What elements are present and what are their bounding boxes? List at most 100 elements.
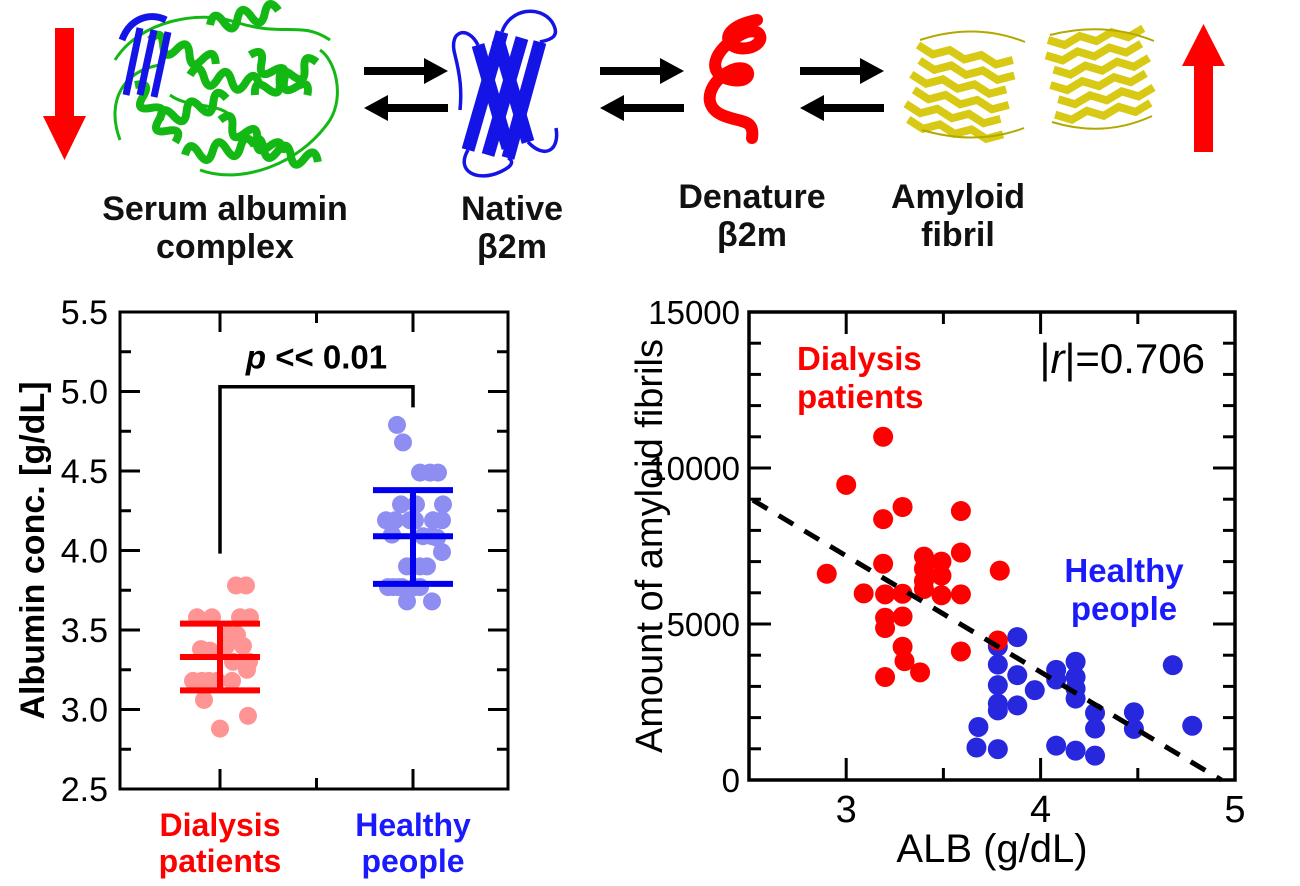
- data-point: [398, 592, 416, 611]
- data-point: [394, 433, 412, 452]
- healthy-people-label: Healthy: [1064, 552, 1184, 589]
- data-point: [913, 579, 934, 600]
- data-point: [234, 636, 252, 655]
- amyloid-fibril-graphic: [902, 28, 1156, 142]
- y-axis-title: Albumin conc. [g/dL]: [14, 381, 52, 719]
- data-point: [433, 543, 451, 562]
- data-point: [1007, 665, 1028, 686]
- stage-label-amyloid-line2: fibril: [921, 216, 995, 254]
- data-point: [894, 651, 915, 672]
- data-point: [816, 563, 837, 584]
- significance-bracket: [218, 384, 415, 554]
- data-point: [966, 737, 987, 758]
- y-tick-label: 5.0: [61, 374, 108, 412]
- data-point: [875, 584, 896, 605]
- data-point: [875, 667, 896, 688]
- data-point: [423, 592, 441, 611]
- x-tick-label: 4: [1030, 789, 1051, 831]
- data-point: [836, 474, 857, 495]
- x-tick-label: 3: [836, 789, 857, 831]
- data-point: [392, 495, 410, 514]
- pathway-diagram: Serum albumin complex Native β2m Denatur…: [43, 0, 1225, 266]
- denature-b2m-graphic: [703, 14, 767, 144]
- data-point: [1007, 627, 1028, 648]
- data-point: [1065, 651, 1086, 672]
- red-down-arrow-icon: [43, 28, 86, 160]
- dialysis-patients-label: Dialysis: [797, 340, 922, 377]
- category-label: patients: [159, 843, 282, 879]
- stage-label-denature-line1: Denature: [678, 178, 825, 216]
- correlation-label: |r|=0.706: [1040, 335, 1205, 382]
- data-point: [238, 660, 256, 679]
- data-point: [1123, 702, 1144, 723]
- y-tick-label: 4.0: [61, 533, 108, 571]
- data-point: [910, 662, 931, 683]
- native-b2m-graphic: [451, 9, 559, 178]
- data-point: [931, 585, 952, 606]
- x-axis-title: ALB (g/dL): [896, 827, 1087, 871]
- data-point: [1182, 715, 1203, 736]
- plot-frame: [747, 310, 1237, 782]
- data-point: [987, 700, 1008, 721]
- equilibrium-arrows-icon: [364, 58, 448, 121]
- amyloid-vs-alb-scatter-chart: 3 4 5 0 5000 10000 15000 ALB (g/dL) Amount of am…: [629, 294, 1246, 871]
- category-label: Dialysis: [160, 807, 281, 843]
- data-point: [968, 716, 989, 737]
- data-point: [1123, 718, 1144, 739]
- y-tick-label: 3.5: [61, 612, 108, 650]
- data-point: [1065, 740, 1086, 761]
- data-point: [1046, 669, 1067, 690]
- data-point: [950, 584, 971, 605]
- data-point: [1085, 718, 1106, 739]
- y-tick-label: 0: [722, 762, 740, 799]
- p-value-label: p << 0.01: [245, 339, 387, 376]
- data-point: [429, 463, 447, 482]
- y-tick-label: 15000: [648, 294, 740, 331]
- data-point: [386, 511, 404, 530]
- category-label: Healthy: [355, 807, 471, 843]
- data-point: [950, 641, 971, 662]
- data-point: [987, 654, 1008, 675]
- data-point: [873, 553, 894, 574]
- data-point: [1024, 680, 1045, 701]
- data-point: [211, 719, 229, 738]
- y-tick-label: 2.5: [61, 771, 108, 809]
- trend-line: [751, 497, 1223, 783]
- y-tick-label: 4.5: [61, 453, 108, 491]
- data-point: [237, 576, 255, 595]
- data-point: [892, 583, 913, 604]
- category-label: people: [361, 843, 464, 879]
- data-point: [853, 583, 874, 604]
- healthy-people-label: people: [1071, 590, 1177, 627]
- stage-label-serum-albumin-line1: Serum albumin: [102, 190, 348, 228]
- data-point: [892, 606, 913, 627]
- data-point: [987, 675, 1008, 696]
- data-point: [434, 495, 452, 514]
- data-point: [950, 542, 971, 563]
- albumin-concentration-chart: 2.5 3.0 3.5 4.0 4.5 5.0 5.5 Albumin conc. [g/dL…: [14, 294, 510, 879]
- stage-label-native-line1: Native: [461, 190, 563, 228]
- equilibrium-arrows-icon: [600, 58, 684, 121]
- data-point: [1162, 655, 1183, 676]
- data-point: [950, 501, 971, 522]
- data-point: [1007, 695, 1028, 716]
- x-tick-label: 5: [1224, 789, 1245, 831]
- y-tick-label: 3.0: [61, 692, 108, 730]
- data-point: [239, 706, 257, 725]
- data-point: [388, 415, 406, 434]
- data-point: [989, 560, 1010, 581]
- stage-label-amyloid-line1: Amyloid: [891, 178, 1025, 216]
- data-point: [873, 426, 894, 447]
- equilibrium-arrows-icon: [800, 58, 884, 121]
- data-point: [195, 690, 213, 709]
- data-point: [1085, 745, 1106, 766]
- data-point: [875, 618, 896, 639]
- data-point: [223, 671, 241, 690]
- y-tick-label: 10000: [648, 450, 740, 487]
- data-point: [1065, 688, 1086, 709]
- y-tick-label: 5000: [667, 606, 740, 643]
- data-point: [931, 551, 952, 572]
- y-tick-label: 5.5: [61, 294, 108, 332]
- y-axis-title: Amount of amyloid fibrils: [629, 339, 671, 753]
